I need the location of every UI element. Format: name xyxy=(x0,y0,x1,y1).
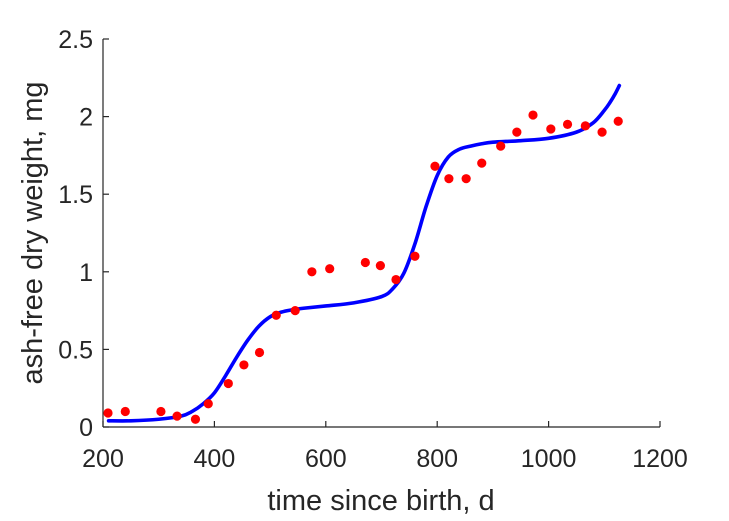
x-tick-label-0: 200 xyxy=(82,445,124,473)
data-point-26 xyxy=(580,121,590,131)
x-tick-label-1: 400 xyxy=(194,445,236,473)
data-point-14 xyxy=(375,260,385,271)
axes: 200 400 600 800 1000 1200 0 0.5 1 1.5 2 2.5 xyxy=(58,26,688,473)
data-point-21 xyxy=(496,141,506,151)
y-tick-label-2: 1 xyxy=(79,259,93,287)
y-tick-label-0: 0 xyxy=(79,414,93,442)
y-tick-label-5: 2.5 xyxy=(58,26,93,54)
data-point-3 xyxy=(172,411,182,421)
data-point-19 xyxy=(461,174,471,184)
data-point-20 xyxy=(477,158,487,168)
data-point-0 xyxy=(103,408,113,418)
data-point-18 xyxy=(444,174,454,184)
x-tick-label-2: 600 xyxy=(305,445,347,473)
data-point-6 xyxy=(223,378,233,389)
y-tick-label-1: 0.5 xyxy=(58,336,93,364)
x-tick-label-4: 1000 xyxy=(521,445,577,473)
data-point-15 xyxy=(391,274,401,285)
data-point-23 xyxy=(528,110,538,120)
plot-area xyxy=(103,83,623,424)
data-point-5 xyxy=(203,399,213,409)
data-point-2 xyxy=(156,406,166,417)
data-point-12 xyxy=(325,264,335,274)
y-tick-label-4: 2 xyxy=(79,104,93,132)
data-point-11 xyxy=(307,267,317,277)
data-point-28 xyxy=(613,116,623,126)
data-point-25 xyxy=(562,119,573,129)
data-point-17 xyxy=(430,161,440,171)
data-point-1 xyxy=(120,406,130,417)
data-point-7 xyxy=(239,360,249,370)
data-point-9 xyxy=(271,310,281,320)
data-point-10 xyxy=(290,306,300,316)
data-point-4 xyxy=(190,414,201,424)
x-tick-label-3: 800 xyxy=(416,445,458,473)
x-tick-label-5: 1200 xyxy=(632,445,688,473)
fit-curve xyxy=(106,83,622,423)
data-point-13 xyxy=(360,257,370,268)
y-axis-label: ash-free dry weight, mg xyxy=(17,81,49,384)
y-tick-label-3: 1.5 xyxy=(58,181,93,209)
x-axis-label: time since birth, d xyxy=(267,485,494,517)
data-point-8 xyxy=(254,347,265,358)
data-point-16 xyxy=(410,251,420,261)
data-point-22 xyxy=(512,127,522,137)
data-point-24 xyxy=(546,124,556,134)
data-point-27 xyxy=(597,127,607,137)
